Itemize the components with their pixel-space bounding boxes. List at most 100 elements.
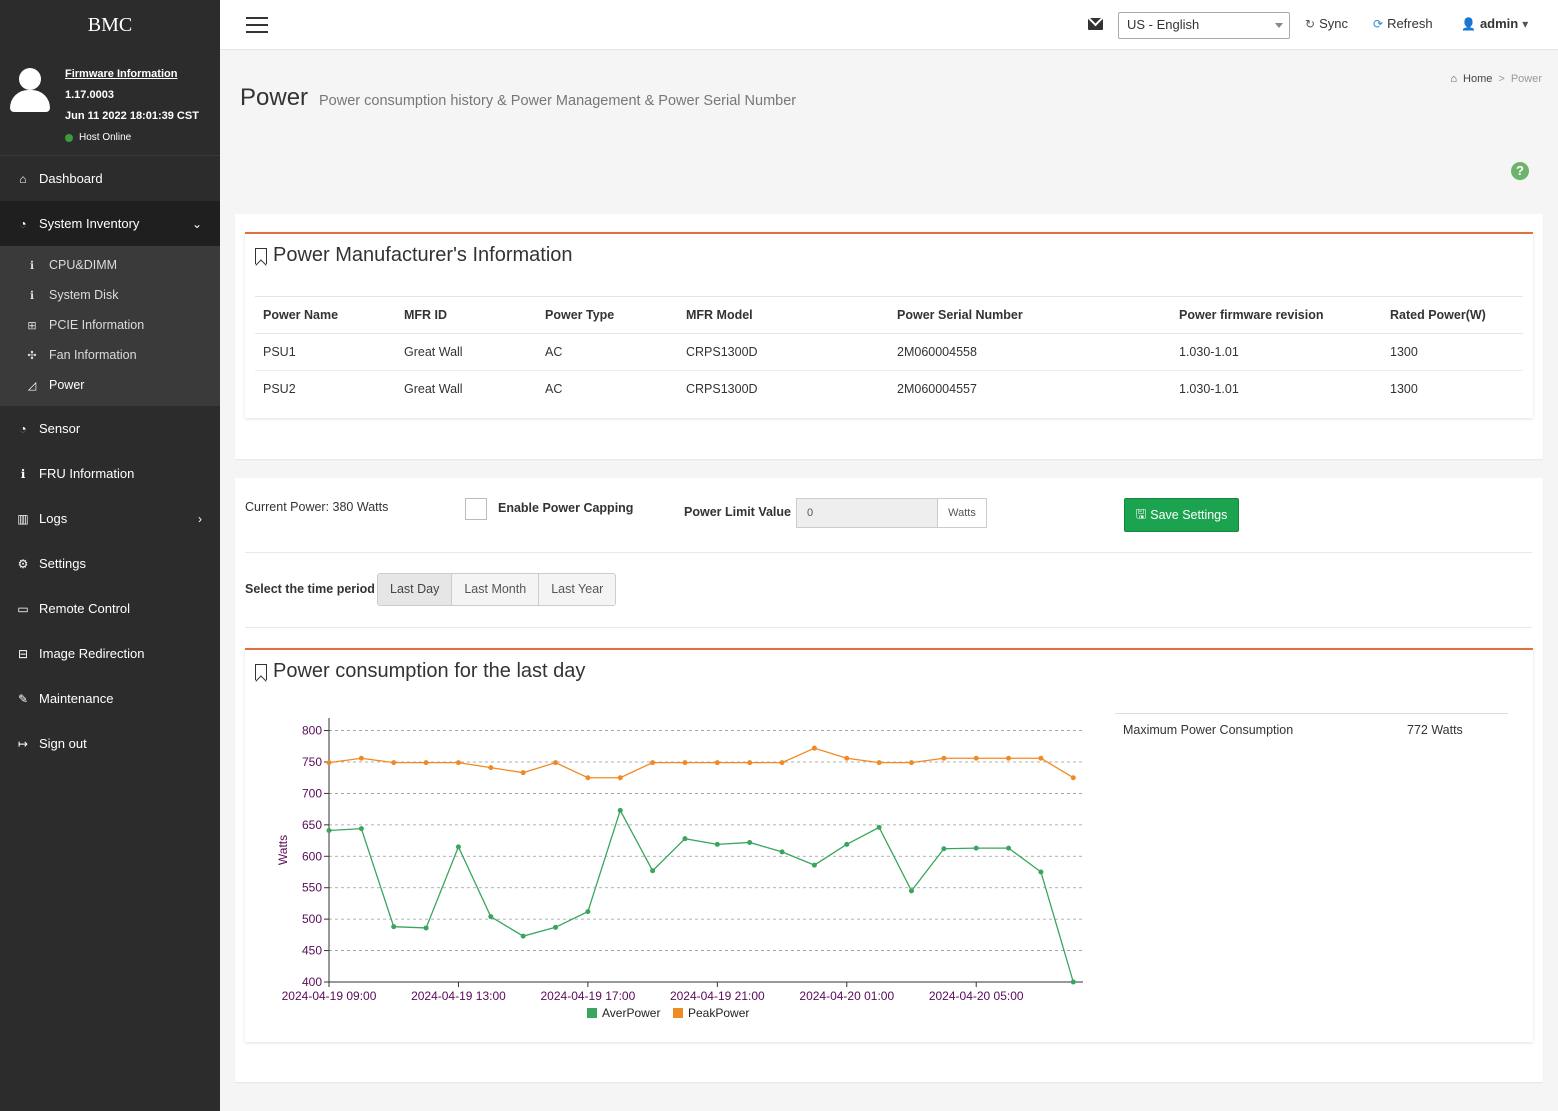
table-cell: AC bbox=[537, 333, 678, 371]
firmware-version: 1.17.0003 bbox=[65, 89, 114, 101]
data-point-PeakPower bbox=[520, 770, 526, 776]
x-tick-label: 2024-04-19 13:00 bbox=[411, 989, 506, 1003]
power-limit-label: Power Limit Value bbox=[684, 505, 791, 519]
chevron-right-icon: › bbox=[198, 511, 202, 526]
sidebar-item-image-redirection[interactable]: ⊟ Image Redirection bbox=[0, 631, 220, 676]
manufacturer-title: Power Manufacturer's Information bbox=[255, 244, 573, 267]
data-point-PeakPower bbox=[876, 760, 882, 766]
breadcrumb-home[interactable]: Home bbox=[1463, 73, 1493, 85]
refresh-button[interactable]: ⟳ Refresh bbox=[1373, 16, 1433, 31]
sidebar-item-system-inventory[interactable]: ◔ System Inventory ⌄ bbox=[0, 201, 220, 246]
data-point-PeakPower bbox=[617, 775, 623, 781]
sidebar-item-settings[interactable]: ⚙ Settings bbox=[0, 541, 220, 586]
data-point-AverPower bbox=[941, 846, 947, 852]
mail-icon[interactable] bbox=[1088, 18, 1103, 30]
user-icon: 👤 bbox=[1461, 16, 1476, 31]
power-limit-input[interactable]: 0 bbox=[796, 498, 938, 528]
y-tick-label: 800 bbox=[302, 724, 322, 738]
sync-icon: ↻ bbox=[1305, 16, 1316, 31]
data-point-PeakPower bbox=[941, 755, 947, 761]
enable-power-capping-label: Enable Power Capping bbox=[498, 501, 634, 515]
period-last-month-button[interactable]: Last Month bbox=[452, 574, 540, 605]
sidebar: BMC Firmware Information 1.17.0003 Jun 1… bbox=[0, 0, 220, 1111]
sidebar-item-logs[interactable]: ▥ Logs › bbox=[0, 496, 220, 541]
data-point-PeakPower bbox=[326, 760, 332, 766]
save-settings-button[interactable]: 🖫 Save Settings bbox=[1124, 498, 1239, 532]
bookmark-icon bbox=[255, 247, 267, 264]
drive-icon: ⊟ bbox=[17, 646, 29, 661]
data-point-PeakPower bbox=[779, 760, 785, 766]
time-period-label: Select the time period bbox=[245, 582, 375, 596]
table-cell: Great Wall bbox=[396, 333, 537, 371]
y-tick-label: 400 bbox=[302, 975, 322, 989]
data-point-PeakPower bbox=[585, 775, 591, 781]
sidebar-item-remote-control[interactable]: ▭ Remote Control bbox=[0, 586, 220, 631]
data-point-PeakPower bbox=[908, 760, 914, 766]
sidebar-subitem-power[interactable]: ◿ Power bbox=[0, 370, 220, 400]
user-avatar-icon bbox=[10, 68, 50, 114]
breadcrumb-separator: > bbox=[1498, 73, 1505, 85]
page-title: Power bbox=[240, 84, 309, 111]
sidebar-subitem-pcie-information[interactable]: ⊞ PCIE Information bbox=[0, 310, 220, 340]
sidebar-item-fru-information[interactable]: ℹ FRU Information bbox=[0, 451, 220, 496]
firmware-build-date: Jun 11 2022 18:01:39 CST bbox=[65, 110, 199, 122]
enable-power-capping-checkbox[interactable] bbox=[465, 498, 487, 520]
data-point-PeakPower bbox=[553, 760, 559, 766]
help-icon[interactable]: ? bbox=[1511, 162, 1529, 180]
data-point-AverPower bbox=[973, 845, 979, 851]
table-cell: CRPS1300D bbox=[678, 333, 889, 371]
home-icon: ⌂ bbox=[19, 171, 27, 186]
main-content: Power Power consumption history & Power … bbox=[220, 50, 1558, 1111]
legend-swatch-AverPower bbox=[587, 1008, 597, 1018]
data-point-AverPower bbox=[1006, 845, 1012, 851]
user-menu[interactable]: 👤 admin ▾ bbox=[1461, 16, 1529, 31]
table-cell: Great Wall bbox=[404, 382, 463, 397]
data-point-PeakPower bbox=[811, 745, 817, 751]
sidebar-subitem-system-disk[interactable]: ℹ System Disk bbox=[0, 280, 220, 310]
info-icon: ℹ bbox=[29, 289, 35, 302]
y-tick-label: 500 bbox=[302, 912, 322, 926]
gauge-icon: ◔ bbox=[19, 421, 27, 436]
home-icon: ⌂ bbox=[1450, 73, 1458, 85]
hamburger-menu-icon[interactable] bbox=[246, 17, 268, 33]
table-row: PSU1 Great Wall AC CRPS1300D 2M060004558… bbox=[255, 333, 1523, 371]
sync-button[interactable]: ↻ Sync bbox=[1305, 16, 1348, 31]
sidebar-item-sensor[interactable]: ◔ Sensor bbox=[0, 406, 220, 451]
data-point-AverPower bbox=[1070, 979, 1076, 985]
divider bbox=[245, 627, 1532, 628]
breadcrumb: ⌂ Home > Power bbox=[1450, 73, 1542, 85]
y-tick-label: 450 bbox=[302, 944, 322, 958]
period-last-year-button[interactable]: Last Year bbox=[539, 574, 616, 605]
data-point-AverPower bbox=[1038, 869, 1044, 875]
data-point-AverPower bbox=[391, 924, 397, 930]
language-select[interactable]: US - English bbox=[1118, 12, 1290, 39]
data-point-PeakPower bbox=[714, 760, 720, 766]
sidebar-item-maintenance[interactable]: ✎ Maintenance bbox=[0, 676, 220, 721]
sidebar-item-sign-out[interactable]: ↦ Sign out bbox=[0, 721, 220, 766]
table-cell: 1.030-1.01 bbox=[1171, 333, 1382, 371]
data-point-AverPower bbox=[650, 868, 656, 874]
sitemap-icon: ⊞ bbox=[27, 319, 37, 332]
period-last-day-button[interactable]: Last Day bbox=[378, 574, 453, 605]
sidebar-subitem-cpu-dimm[interactable]: ℹ CPU&DIMM bbox=[0, 250, 220, 280]
y-tick-label: 750 bbox=[302, 755, 322, 769]
consumption-title: Power consumption for the last day bbox=[255, 660, 585, 683]
user-panel: Firmware Information 1.17.0003 Jun 11 20… bbox=[0, 50, 220, 156]
data-point-PeakPower bbox=[747, 760, 753, 766]
sign-out-icon: ↦ bbox=[17, 736, 29, 751]
sidebar-subitem-fan-information[interactable]: ✣ Fan Information bbox=[0, 340, 220, 370]
data-point-AverPower bbox=[455, 844, 461, 850]
manufacturer-panel: Power Manufacturer's Information Power N… bbox=[245, 232, 1533, 418]
column-header: Power firmware revision bbox=[1171, 296, 1382, 334]
manufacturer-section: Power Manufacturer's Information Power N… bbox=[235, 214, 1543, 459]
data-point-AverPower bbox=[747, 839, 753, 845]
sidebar-item-dashboard[interactable]: ⌂ Dashboard bbox=[0, 156, 220, 201]
max-consumption-label: Maximum Power Consumption bbox=[1123, 723, 1294, 737]
gear-icon: ⚙ bbox=[17, 556, 29, 571]
firmware-information-link[interactable]: Firmware Information bbox=[65, 68, 178, 80]
data-point-AverPower bbox=[617, 807, 623, 813]
max-consumption-table: Maximum Power Consumption 772 Watts bbox=[1115, 713, 1508, 746]
table-cell: 1.030-1.01 bbox=[1179, 382, 1239, 397]
data-point-PeakPower bbox=[1006, 755, 1012, 761]
power-management-section: Current Power: 380 Watts Enable Power Ca… bbox=[235, 478, 1543, 1082]
